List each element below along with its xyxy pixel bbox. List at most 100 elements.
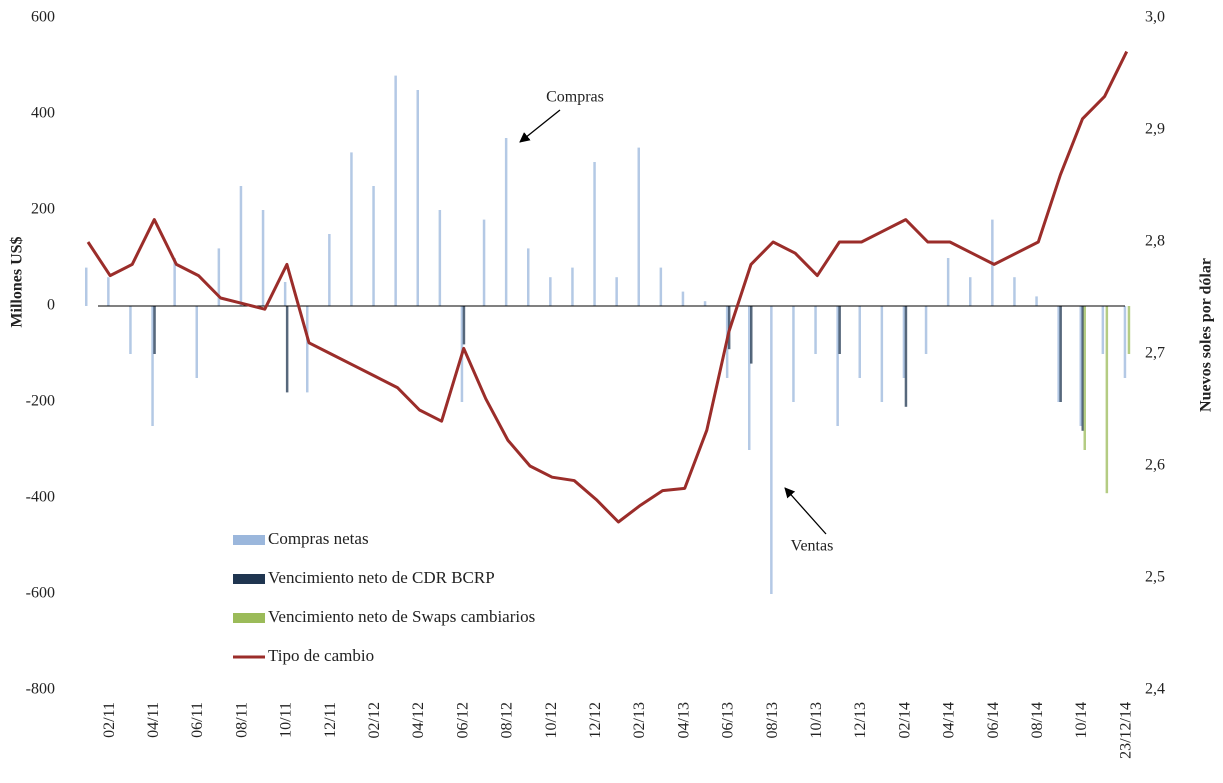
y-tick-label: -600 — [26, 585, 55, 602]
x-tick-label: 06/11 — [189, 702, 206, 738]
bar — [880, 306, 884, 402]
bar — [482, 219, 486, 306]
x-tick-label: 04/14 — [941, 702, 958, 738]
bar — [593, 162, 596, 306]
bar — [129, 306, 132, 354]
x-tick-label: 12/11 — [322, 702, 339, 738]
bar — [924, 306, 928, 354]
y-tick-label: -200 — [26, 393, 55, 410]
y2-tick-label: 2,9 — [1145, 121, 1165, 138]
bar — [571, 267, 574, 306]
x-tick-label: 12/13 — [852, 702, 869, 738]
x-tick-label: 06/12 — [454, 702, 471, 738]
bar — [703, 301, 707, 306]
annotation: Compras — [546, 89, 604, 106]
bar — [770, 306, 773, 594]
bar — [1057, 306, 1060, 402]
bar — [549, 277, 552, 306]
y-tick-label: -400 — [26, 489, 55, 506]
bar — [350, 152, 353, 306]
x-tick-label: 06/14 — [985, 702, 1002, 738]
bar — [902, 306, 906, 378]
bar — [946, 258, 950, 306]
bar — [1105, 306, 1109, 494]
bar — [1123, 306, 1127, 378]
y2-tick-label: 2,6 — [1145, 457, 1165, 474]
bar — [372, 186, 375, 306]
bar — [261, 210, 265, 306]
x-tick-label: 04/11 — [145, 702, 162, 738]
x-tick-label: 10/12 — [543, 702, 560, 738]
x-tick-label: 10/11 — [278, 702, 295, 738]
x-tick-label: 02/12 — [366, 702, 383, 738]
bar — [306, 306, 309, 393]
legend-label: Tipo de cambio — [268, 646, 374, 665]
y2-axis-title: Nuevos soles por dólar — [1198, 258, 1215, 412]
bar — [836, 306, 839, 426]
y2-tick-label: 2,8 — [1145, 233, 1165, 250]
y2-tick-label: 3,0 — [1145, 9, 1165, 26]
y2-tick-label: 2,7 — [1145, 345, 1165, 362]
x-tick-label: 08/13 — [764, 702, 781, 738]
bar — [1013, 277, 1016, 306]
legend-swatch — [233, 574, 265, 584]
bar — [217, 248, 221, 306]
bar — [750, 306, 753, 364]
bar — [239, 186, 243, 306]
bar — [1083, 306, 1086, 450]
bar — [173, 258, 176, 306]
bar — [615, 277, 618, 306]
bar — [416, 90, 419, 306]
x-tick-label: 04/13 — [675, 702, 692, 738]
legend-label: Vencimiento neto de CDR BCRP — [268, 568, 495, 587]
bar — [394, 75, 397, 306]
y-tick-label: -800 — [26, 681, 55, 698]
bar — [283, 282, 287, 306]
bar — [659, 267, 663, 306]
x-tick-label: 10/13 — [808, 702, 825, 738]
bar — [328, 234, 331, 306]
bar — [462, 306, 466, 345]
bar — [637, 147, 640, 306]
bar — [107, 277, 110, 306]
x-tick-label: 02/11 — [101, 702, 118, 738]
legend-label: Compras netas — [268, 529, 369, 548]
x-tick-label: 12/12 — [587, 702, 604, 738]
x-tick-label: 02/13 — [631, 702, 648, 738]
bar — [681, 291, 685, 306]
line — [86, 50, 1129, 524]
x-tick-label: 10/14 — [1073, 702, 1090, 738]
bar — [285, 306, 289, 393]
y2-tick-label: 2,5 — [1145, 569, 1165, 586]
annotation-arrow — [784, 487, 827, 535]
x-tick-label: 06/13 — [720, 702, 737, 738]
legend-label: Vencimiento neto de Swaps cambiarios — [268, 607, 535, 626]
bar — [1035, 296, 1038, 306]
bar — [814, 306, 817, 354]
x-tick-label: 02/14 — [896, 702, 913, 738]
bar — [151, 306, 154, 426]
bar — [153, 306, 156, 354]
y-tick-label: 400 — [31, 105, 55, 122]
y-tick-label: 0 — [47, 297, 55, 314]
bar — [195, 306, 198, 378]
bar — [904, 306, 908, 407]
bar — [792, 306, 795, 402]
bar — [858, 306, 861, 378]
y-tick-label: 200 — [31, 201, 55, 218]
bar — [748, 306, 751, 450]
bar — [504, 138, 508, 306]
legend-swatch — [233, 535, 265, 545]
bar — [1101, 306, 1105, 354]
bar — [1059, 306, 1062, 402]
bar — [1081, 306, 1084, 431]
x-tick-label: 08/12 — [499, 702, 516, 738]
annotation: Ventas — [791, 538, 834, 555]
bar — [527, 248, 530, 306]
y2-tick-label: 2,4 — [1145, 681, 1165, 698]
x-tick-label: 04/12 — [410, 702, 427, 738]
legend-swatch — [233, 613, 265, 623]
y-tick-label: 600 — [31, 9, 55, 26]
bar — [838, 306, 841, 354]
x-tick-label: 08/11 — [233, 702, 250, 738]
